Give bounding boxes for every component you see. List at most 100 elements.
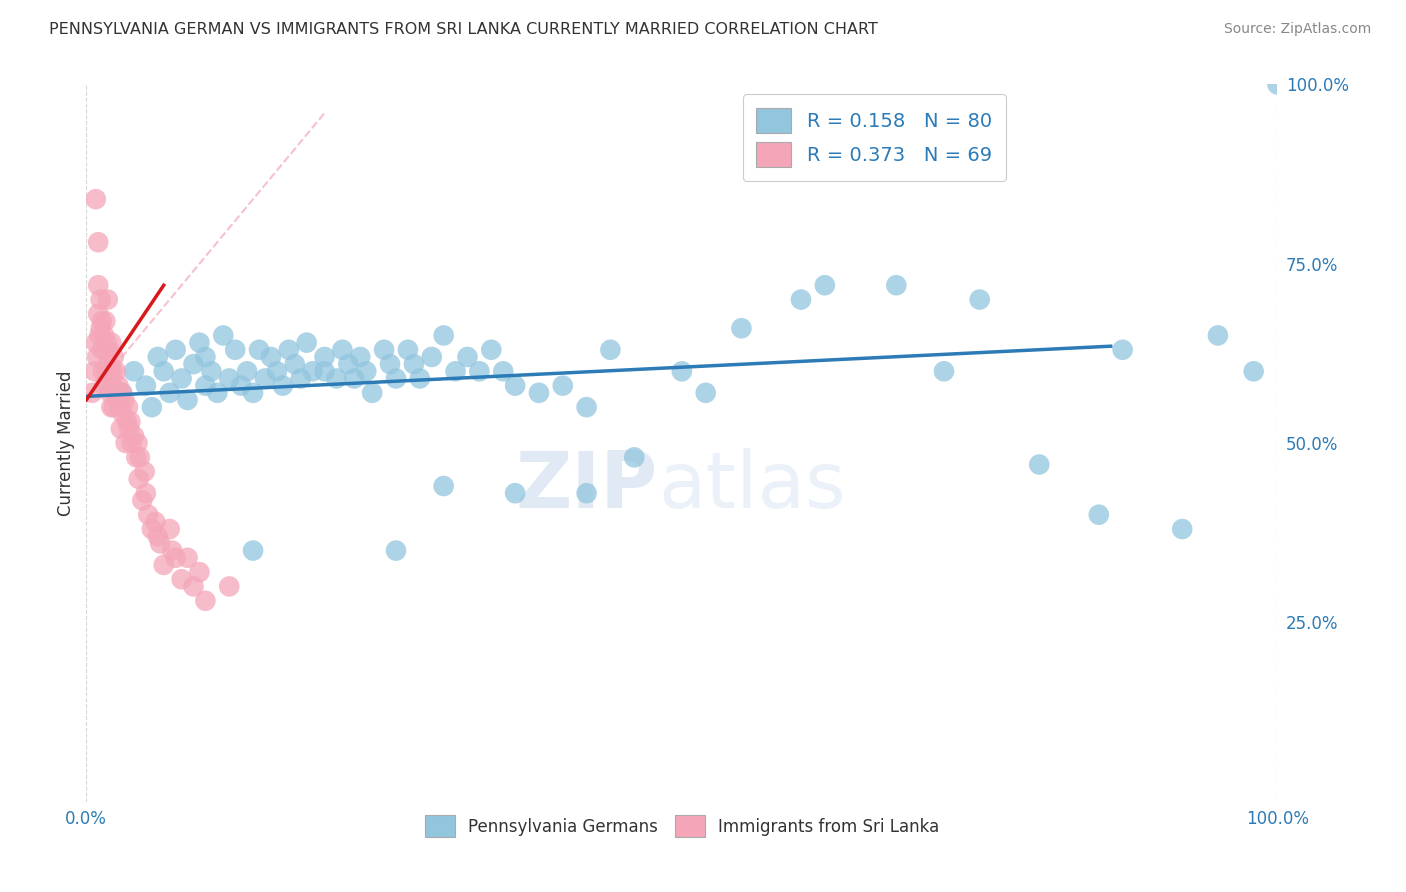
Point [145,515,167,529]
Point [152,558,174,572]
Point [97,343,120,357]
Point [103,400,125,414]
Point [141,522,163,536]
Point [247,343,270,357]
Y-axis label: Currently Married: Currently Married [58,370,75,516]
Legend: Pennsylvania Germans, Immigrants from Sri Lanka: Pennsylvania Germans, Immigrants from Sr… [418,809,946,844]
Point [115,415,138,429]
Point [420,350,443,364]
Point [378,357,401,371]
Point [271,378,294,392]
Point [349,350,371,364]
Point [146,529,169,543]
Point [194,350,217,364]
Point [253,371,276,385]
Point [98,364,121,378]
Point [128,472,150,486]
Point [159,522,181,536]
Point [87,235,110,250]
Point [141,400,163,414]
Point [218,579,240,593]
Point [444,364,467,378]
Point [112,392,135,407]
Point [242,385,264,400]
Point [1267,78,1289,92]
Point [96,335,118,350]
Point [125,450,148,465]
Point [231,378,253,392]
Point [479,343,502,357]
Point [332,343,354,357]
Point [188,565,211,579]
Point [136,508,159,522]
Point [551,378,574,392]
Point [218,371,240,385]
Point [105,364,128,378]
Point [295,335,318,350]
Point [94,343,117,357]
Point [932,364,955,378]
Point [1243,364,1265,378]
Point [94,314,117,328]
Point [100,335,122,350]
Point [188,335,211,350]
Point [433,479,456,493]
Point [93,328,115,343]
Point [200,364,222,378]
Point [207,385,229,400]
Point [114,436,136,450]
Point [194,594,217,608]
Point [108,400,131,414]
Point [575,400,598,414]
Point [266,364,288,378]
Point [884,278,907,293]
Text: Source: ZipAtlas.com: Source: ZipAtlas.com [1223,22,1371,37]
Point [599,343,621,357]
Point [1111,343,1133,357]
Point [101,364,124,378]
Point [623,450,645,465]
Point [111,385,134,400]
Point [104,385,127,400]
Point [118,422,141,436]
Point [575,486,598,500]
Point [159,385,181,400]
Text: atlas: atlas [658,448,845,524]
Point [90,343,112,357]
Point [146,350,169,364]
Point [105,385,128,400]
Point [503,378,526,392]
Point [93,378,115,392]
Point [117,400,139,414]
Point [354,364,377,378]
Point [385,371,408,385]
Point [110,422,132,436]
Point [337,357,360,371]
Point [969,293,991,307]
Point [290,371,312,385]
Point [152,364,174,378]
Point [97,293,120,307]
Point [314,350,336,364]
Point [1028,458,1050,472]
Point [96,364,118,378]
Point [97,378,120,392]
Point [149,536,172,550]
Point [97,357,120,371]
Point [100,400,122,414]
Point [122,429,145,443]
Point [101,378,124,392]
Point [105,392,128,407]
Point [492,364,515,378]
Text: ZIP: ZIP [516,448,658,524]
Point [121,436,143,450]
Point [396,343,419,357]
Point [98,385,121,400]
Point [84,192,107,206]
Point [90,293,112,307]
Point [83,364,105,378]
Point [212,328,235,343]
Point [790,293,813,307]
Point [361,385,384,400]
Point [120,415,142,429]
